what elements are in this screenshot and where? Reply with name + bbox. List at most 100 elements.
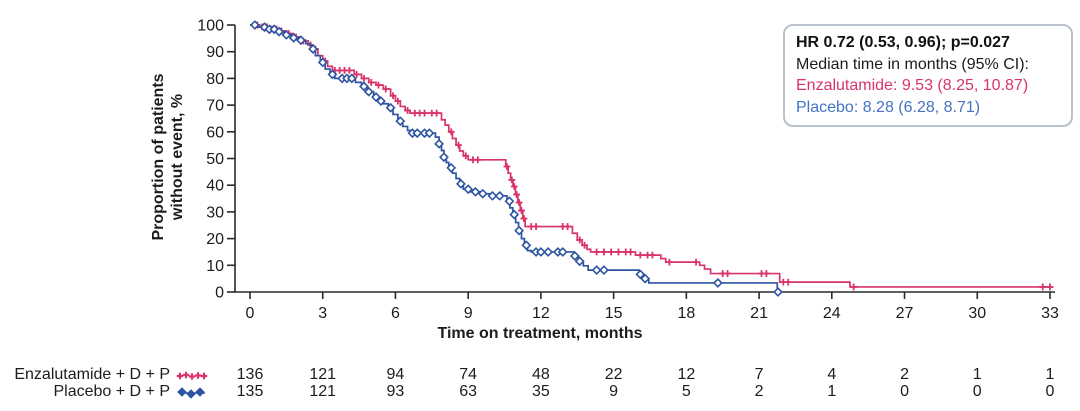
censor-diamond-icon — [346, 73, 357, 84]
censor-plus-icon — [394, 97, 402, 105]
censor-plus-icon — [474, 156, 482, 164]
censor-diamond-icon — [712, 277, 723, 288]
censor-diamond-icon — [543, 247, 554, 257]
censor-diamond-icon — [439, 152, 449, 163]
x-tick-label: 12 — [532, 305, 550, 322]
censor-diamond-icon — [295, 35, 306, 46]
censor-plus-icon — [367, 79, 375, 86]
placebo-survival-curve — [250, 24, 779, 293]
plus-glyph — [200, 372, 208, 380]
censor-diamond-icon — [557, 247, 568, 257]
plus-glyph — [194, 372, 202, 379]
diamond-glyph — [195, 387, 205, 397]
censor-plus-icon — [345, 66, 353, 74]
censor-diamond-icon — [385, 102, 396, 113]
censor-diamond-icon — [509, 209, 520, 220]
censor-plus-icon — [692, 258, 700, 266]
censor-plus-icon — [1046, 283, 1054, 291]
placebo-marker-icon — [177, 387, 205, 399]
at-risk-count: 35 — [531, 383, 550, 400]
censor-diamond-icon — [446, 162, 457, 173]
censor-plus-icon — [600, 248, 608, 256]
censor-plus-icon — [564, 223, 571, 230]
diamond-glyph — [186, 389, 196, 399]
censor-diamond-icon — [463, 184, 474, 195]
censor-diamond-icon — [569, 251, 580, 261]
censor-diamond-icon — [363, 86, 374, 97]
diamond-glyph — [177, 387, 187, 397]
censor-diamond-icon — [477, 188, 488, 199]
censor-diamond-icon — [470, 186, 481, 197]
at-risk-count: 9 — [609, 383, 619, 400]
censor-plus-icon — [593, 248, 601, 256]
censor-plus-icon — [503, 163, 511, 170]
censor-plus-icon — [382, 85, 390, 93]
censor-diamond-icon — [773, 287, 783, 297]
at-risk-count: 2 — [900, 366, 909, 383]
risk-row-label: Placebo + D + P — [53, 383, 170, 400]
censor-plus-icon — [462, 152, 470, 160]
hazard-ratio-text: HR 0.72 (0.53, 0.96); p=0.027 — [796, 34, 1010, 51]
censor-plus-icon — [762, 270, 770, 277]
at-risk-count: 136 — [236, 366, 264, 383]
censor-plus-icon — [665, 258, 673, 266]
at-risk-count: 5 — [681, 383, 691, 400]
censor-diamond-icon — [591, 265, 602, 276]
censor-diamond-icon — [412, 128, 423, 139]
risk-row-label: Enzalutamide + D + P — [14, 366, 170, 383]
censor-diamond-icon — [288, 32, 299, 43]
censor-diamond-icon — [635, 269, 646, 280]
censor-diamond-icon — [269, 24, 280, 35]
at-risk-count: 1 — [972, 366, 982, 383]
y-tick-label: 10 — [206, 258, 224, 275]
censor-plus-icon — [360, 75, 368, 82]
censor-diamond-icon — [359, 81, 369, 92]
plus-glyph — [176, 372, 184, 380]
y-tick-label: 90 — [206, 44, 224, 61]
median-time-label: Median time in months (95% CI): — [796, 55, 1029, 73]
enzalutamide-censor-marks — [253, 21, 1054, 291]
censor-diamond-icon — [395, 116, 406, 127]
censor-plus-icon — [636, 251, 644, 259]
x-tick-label: 18 — [677, 305, 695, 322]
enzalutamide-median-text: Enzalutamide: 9.53 (8.25, 10.87) — [796, 77, 1029, 94]
censor-plus-icon — [615, 248, 622, 256]
censor-diamond-icon — [514, 225, 525, 236]
censor-plus-icon — [513, 191, 521, 198]
censor-diamond-icon — [434, 138, 445, 149]
at-risk-count: 48 — [531, 366, 550, 383]
censor-diamond-icon — [424, 128, 435, 139]
x-tick-label: 27 — [896, 305, 914, 322]
censor-plus-icon — [433, 109, 441, 117]
at-risk-count: 0 — [972, 383, 982, 400]
censor-plus-icon — [649, 251, 656, 259]
at-risk-count: 135 — [236, 383, 264, 400]
censor-diamond-icon — [487, 190, 498, 201]
censor-plus-icon — [447, 128, 455, 136]
y-tick-label: 70 — [206, 98, 224, 115]
at-risk-count: 22 — [604, 366, 623, 383]
censor-diamond-icon — [371, 92, 381, 103]
censor-plus-icon — [850, 283, 858, 291]
x-tick-label: 6 — [391, 305, 400, 322]
y-tick-label: 20 — [206, 231, 224, 248]
censor-plus-icon — [576, 236, 584, 244]
x-tick-label: 30 — [968, 305, 986, 322]
x-tick-label: 33 — [1041, 305, 1059, 322]
censor-diamond-icon — [640, 273, 651, 284]
censor-plus-icon — [375, 81, 382, 89]
y-tick-label: 50 — [206, 151, 224, 168]
at-risk-count: 4 — [827, 366, 837, 383]
censor-diamond-icon — [327, 69, 338, 80]
censor-diamond-icon — [455, 178, 466, 189]
censor-diamond-icon — [274, 26, 285, 37]
x-tick-label: 9 — [464, 305, 473, 322]
at-risk-count: 94 — [386, 366, 405, 383]
censor-diamond-icon — [375, 96, 386, 107]
censor-plus-icon — [518, 207, 525, 214]
at-risk-count: 2 — [754, 383, 764, 400]
at-risk-count: 63 — [459, 383, 478, 400]
censor-diamond-icon — [535, 247, 546, 257]
